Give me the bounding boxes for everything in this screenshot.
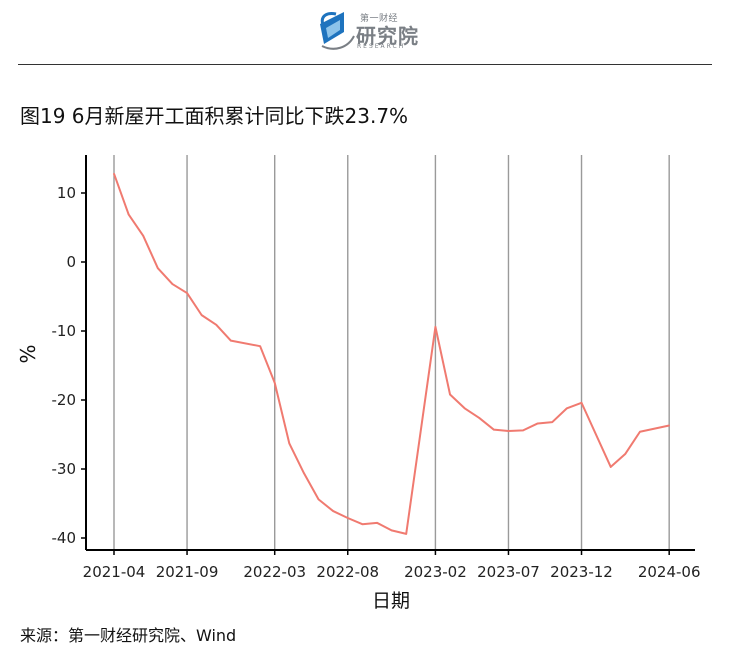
data-point (434, 326, 437, 328)
data-point (580, 401, 583, 404)
brand-logo (320, 12, 355, 50)
x-tick-label: 2021-09 (156, 563, 219, 581)
logo-text-top: 第一财经 (360, 14, 399, 24)
data-point (303, 472, 305, 474)
data-point (332, 510, 334, 512)
data-point (142, 234, 145, 237)
x-tick-label: 2021-04 (83, 563, 146, 581)
data-point (376, 522, 378, 524)
data-point (200, 314, 203, 316)
y-tick-label: -20 (52, 391, 77, 409)
data-point (493, 428, 495, 431)
x-tick-label: 2022-03 (243, 563, 306, 581)
data-point (478, 417, 481, 419)
y-tick-label: -10 (52, 322, 77, 340)
data-point (157, 267, 159, 270)
y-tick-label: 0 (66, 253, 76, 271)
data-point (551, 421, 554, 423)
data-point (317, 498, 320, 501)
data-point (346, 517, 349, 519)
line-chart: 100-10-20-30-40 2021-04 2021-09 2022-03 202… (16, 155, 701, 612)
data-point (507, 430, 510, 432)
data-point (609, 466, 612, 468)
data-point (566, 407, 568, 410)
source-note: 来源：第一财经研究院、Wind (20, 626, 237, 645)
data-point (273, 381, 276, 384)
logo-mark-icon (320, 12, 355, 50)
chart-series (113, 172, 670, 535)
data-point (171, 283, 174, 285)
x-tick-label: 2023-12 (550, 563, 613, 581)
data-point (405, 533, 408, 535)
series-line (113, 173, 670, 535)
data-point (259, 345, 261, 347)
data-point (186, 292, 188, 294)
chart-grid (113, 155, 670, 550)
data-point (288, 442, 291, 445)
y-axis-label: % (16, 344, 40, 363)
data-point (361, 523, 364, 525)
data-point (536, 422, 539, 425)
chart-axes (85, 155, 695, 551)
data-point (127, 213, 130, 216)
x-tick-label: 2024-06 (638, 563, 701, 581)
x-tick-label: 2022-08 (316, 563, 379, 581)
y-axis-ticks: 10 0 -10 -20 -30 -40 (52, 184, 86, 547)
x-axis-ticks: 2021-04 2021-09 2022-03 2022-08 2023-02 2023-… (83, 550, 701, 581)
y-tick-label: -30 (52, 460, 77, 478)
x-tick-label: 2023-07 (477, 563, 540, 581)
data-point (522, 429, 524, 432)
data-point (390, 529, 393, 532)
x-axis-label: 日期 (372, 590, 410, 612)
data-point (215, 323, 218, 326)
data-point (624, 453, 627, 455)
y-tick-label: -40 (52, 529, 77, 547)
data-point (463, 407, 466, 410)
header-divider (18, 64, 712, 65)
data-point (230, 339, 232, 342)
data-point (449, 393, 451, 396)
data-point (113, 172, 115, 175)
logo-text-main: 研究院 (356, 24, 419, 48)
data-point (639, 430, 641, 433)
y-tick-label: 10 (57, 184, 76, 202)
chart-title: 图19 6月新屋开工面积累计同比下跌23.7% (20, 104, 409, 128)
data-point (668, 424, 670, 427)
x-tick-label: 2023-02 (404, 563, 467, 581)
logo-text-sub: RESEARCH (357, 43, 406, 50)
